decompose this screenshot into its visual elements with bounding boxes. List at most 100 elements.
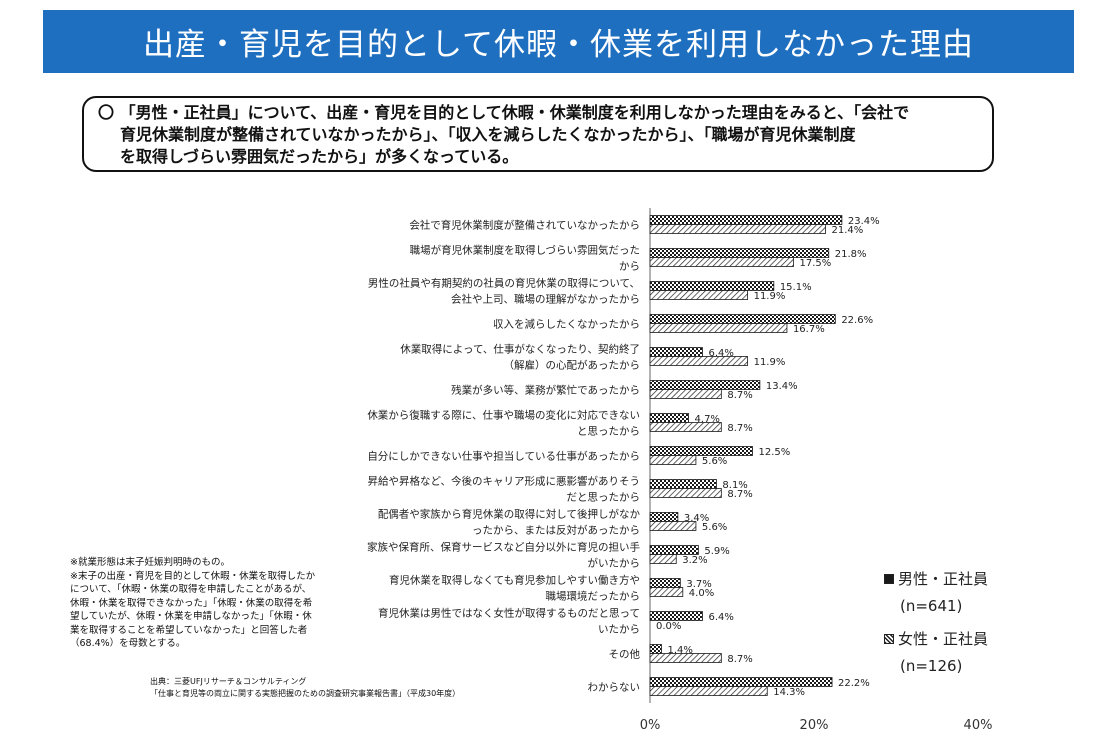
- bar-male: [649, 677, 833, 687]
- bar-male: [649, 479, 717, 489]
- category-label: 職場環境だったから: [546, 590, 641, 603]
- category-label: 職場が育児休業制度を取得しづらい雰囲気だった: [410, 244, 640, 257]
- source-line-2: 「仕事と育児等の両立に関する実態把握のための調査研究事業報告書」（平成30年度）: [150, 689, 461, 698]
- footnote: ※就業形態は末子妊娠判明時のもの。 ※末子の出産・育児を目的として休暇・休業を取…: [70, 556, 320, 651]
- data-label-male: 15.1%: [780, 282, 812, 293]
- data-label-female: 5.6%: [702, 456, 727, 467]
- footnote-line-1: ※就業形態は末子妊娠判明時のもの。: [70, 557, 230, 568]
- bar-female: [649, 257, 794, 267]
- category-label: （解雇）の心配があったから: [504, 359, 641, 372]
- footnote-line-2: ※末子の出産・育児を目的として休暇・休業を取得したかについて、「休暇・休業の取得…: [70, 570, 316, 650]
- legend-female-swatch: [884, 633, 894, 644]
- category-label: 会社や上司、職場の理解がなかったから: [451, 293, 640, 306]
- bar-female: [649, 521, 697, 531]
- summary-line-1: 〇 「男性・正社員」について、出産・育児を目的として休暇・休業制度を利用しなかっ…: [98, 103, 910, 122]
- bar-male: [649, 446, 753, 456]
- data-label-female: 8.7%: [727, 390, 752, 401]
- data-label-male: 12.5%: [759, 447, 791, 458]
- bar-male: [649, 314, 836, 324]
- bar-male: [649, 215, 843, 225]
- bar-male: [649, 512, 679, 522]
- legend-female-n: (n=126): [900, 657, 963, 675]
- legend-male-label: 男性・正社員: [898, 570, 989, 588]
- bar-male: [649, 611, 703, 621]
- category-label: 昇給や昇格など、今後のキャリア形成に悪影響がありそう: [368, 475, 640, 488]
- data-label-female: 11.9%: [754, 357, 786, 368]
- page-title: 出産・育児を目的として休暇・休業を利用しなかった理由: [43, 10, 1074, 73]
- data-label-female: 0.0%: [656, 621, 681, 632]
- data-label-male: 3.4%: [684, 513, 709, 524]
- bar-female: [649, 653, 722, 663]
- category-label: 休業から復職する際に、仕事や職場の変化に対応できない: [367, 409, 640, 422]
- data-label-male: 1.4%: [667, 645, 692, 656]
- data-label-male: 23.4%: [848, 216, 880, 227]
- category-label: 自分にしかできない仕事や担当している仕事があったから: [367, 450, 640, 463]
- x-tick-label: 0%: [640, 718, 661, 733]
- bar-female: [649, 323, 788, 333]
- category-label: 配偶者や家族から育児休業の取得に対して後押しがなか: [378, 508, 641, 521]
- bar-male: [649, 578, 681, 588]
- category-label: 休業取得によって、仕事がなくなったり、契約終了: [400, 343, 640, 356]
- data-label-male: 5.9%: [704, 546, 729, 557]
- data-label-male: 22.6%: [841, 315, 873, 326]
- category-label: いたから: [598, 624, 640, 636]
- bar-male: [649, 545, 699, 555]
- category-label: がいたから: [588, 557, 641, 570]
- bar-female: [649, 554, 677, 564]
- bar-male: [649, 413, 689, 423]
- data-label-female: 16.7%: [793, 324, 825, 335]
- data-label-male: 8.1%: [722, 480, 747, 491]
- legend-male-n: (n=641): [900, 597, 963, 615]
- summary-line-3: を取得しづらい雰囲気だったから」が多くなっている。: [120, 147, 519, 166]
- data-label-male: 6.4%: [708, 348, 733, 359]
- bar-female: [649, 455, 697, 465]
- bar-female: [649, 686, 768, 696]
- category-label: 会社で育児休業制度が整備されていなかったから: [409, 219, 640, 232]
- data-label-male: 21.8%: [835, 249, 867, 260]
- category-label: 育児休業を取得しなくても育児参加しやすい働き方や: [389, 574, 640, 587]
- data-label-female: 5.6%: [702, 522, 727, 533]
- legend-female-label: 女性・正社員: [898, 630, 989, 648]
- data-label-male: 6.4%: [708, 612, 733, 623]
- summary-line-2: 育児休業制度が整備されていなかったから」、「収入を減らしたくなかったから」、「職…: [120, 125, 856, 144]
- bar-male: [649, 347, 703, 357]
- category-label: 家族や保育所、保育サービスなど自分以外に育児の担い手: [367, 541, 640, 554]
- summary-box: 〇 「男性・正社員」について、出産・育児を目的として休暇・休業制度を利用しなかっ…: [82, 96, 994, 172]
- bar-female: [649, 422, 722, 432]
- data-label-female: 17.5%: [800, 258, 832, 269]
- category-label: 男性の社員や有期契約の社員の育児休業の取得について、: [368, 277, 640, 290]
- category-label: だと思ったから: [567, 492, 641, 504]
- category-label: ったから、または反対があったから: [472, 524, 640, 537]
- category-label: わからない: [588, 682, 641, 694]
- bar-female: [649, 290, 748, 300]
- bar-male: [649, 644, 662, 654]
- bar-female: [649, 356, 748, 366]
- category-label: 収入を減らしたくなかったから: [493, 318, 640, 331]
- data-label-female: 14.3%: [773, 687, 805, 698]
- legend-female: 女性・正社員 (n=126): [884, 628, 988, 675]
- bar-female: [649, 587, 684, 597]
- source-line-1: 出典：三菱UFJリサーチ＆コンサルティング: [150, 677, 307, 686]
- bar-male: [649, 248, 830, 258]
- data-label-female: 21.4%: [831, 225, 863, 236]
- x-tick-label: 40%: [964, 718, 993, 733]
- bar-female: [649, 488, 722, 498]
- legend-male-swatch: [884, 573, 894, 584]
- legend-male: 男性・正社員 (n=641): [884, 568, 988, 615]
- source-note: 出典：三菱UFJリサーチ＆コンサルティング 「仕事と育児等の両立に関する実態把握…: [150, 676, 480, 700]
- category-label: 残業が多い等、業務が繁忙であったから: [451, 384, 640, 397]
- data-label-male: 22.2%: [838, 678, 870, 689]
- data-label-female: 11.9%: [754, 291, 786, 302]
- category-label: から: [619, 261, 640, 273]
- bar-female: [649, 224, 826, 234]
- data-label-female: 8.7%: [727, 654, 752, 665]
- category-label: と思ったから: [577, 426, 640, 438]
- bar-male: [649, 281, 775, 291]
- data-label-male: 13.4%: [766, 381, 798, 392]
- data-label-female: 8.7%: [727, 489, 752, 500]
- data-label-female: 3.2%: [682, 555, 707, 566]
- data-label-male: 3.7%: [686, 579, 711, 590]
- data-label-male: 4.7%: [695, 414, 720, 425]
- x-tick-label: 20%: [800, 718, 829, 733]
